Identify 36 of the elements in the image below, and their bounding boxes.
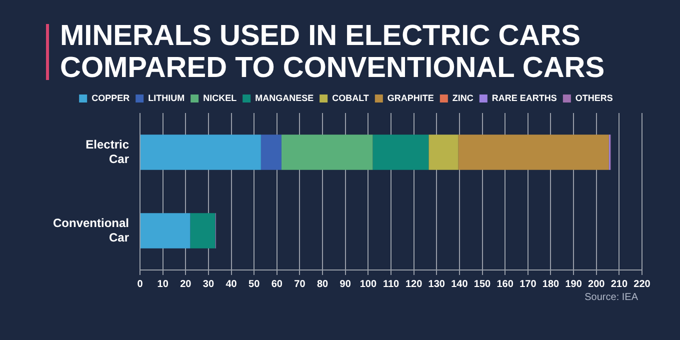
x-tick-label: 30 bbox=[202, 278, 214, 290]
legend-label: LITHIUM bbox=[148, 92, 185, 103]
x-tick-label: 130 bbox=[428, 278, 446, 290]
x-tick-label: 170 bbox=[520, 278, 537, 290]
x-tick-label: 190 bbox=[565, 278, 582, 290]
y-tick-label: Conventional Car bbox=[52, 216, 130, 244]
x-tick-label: 20 bbox=[180, 278, 192, 290]
x-tick-label: 110 bbox=[382, 278, 400, 290]
chart-title: MINERALS USED IN ELECTRIC CARS COMPARED TO CONVENTIONAL CARS bbox=[60, 20, 606, 84]
legend-label: RARE EARTHS bbox=[492, 92, 557, 103]
x-tick-label: 140 bbox=[451, 278, 468, 290]
x-tick-label: 210 bbox=[610, 278, 628, 290]
x-tick-label: 200 bbox=[588, 278, 606, 290]
x-tick-label: 150 bbox=[474, 278, 492, 290]
x-tick-label: 160 bbox=[496, 278, 514, 290]
x-tick-label: 50 bbox=[248, 278, 260, 290]
legend-label: COBALT bbox=[332, 92, 370, 103]
legend-label: OTHERS bbox=[575, 92, 613, 103]
legend-label: MANGANESE bbox=[255, 92, 314, 103]
legend-label: COPPER bbox=[92, 92, 130, 103]
legend-label: ZINC bbox=[452, 92, 474, 103]
x-tick-label: 120 bbox=[405, 278, 423, 290]
x-tick-label: 0 bbox=[137, 278, 144, 290]
source-note: Source: IEA bbox=[584, 292, 638, 303]
x-tick-label: 220 bbox=[634, 278, 651, 290]
x-tick-label: 180 bbox=[542, 278, 560, 290]
legend-label: NICKEL bbox=[203, 92, 238, 103]
x-tick-label: 70 bbox=[294, 278, 306, 290]
x-tick-label: 90 bbox=[340, 278, 352, 290]
x-tick-label: 10 bbox=[157, 278, 169, 290]
y-tick-label: Electric Car bbox=[86, 137, 130, 166]
legend-label: GRAPHITE bbox=[387, 92, 434, 103]
x-tick-label: 100 bbox=[360, 278, 377, 290]
x-tick-label: 80 bbox=[316, 278, 329, 290]
x-tick-label: 40 bbox=[226, 278, 238, 290]
x-tick-label: 60 bbox=[271, 278, 283, 290]
